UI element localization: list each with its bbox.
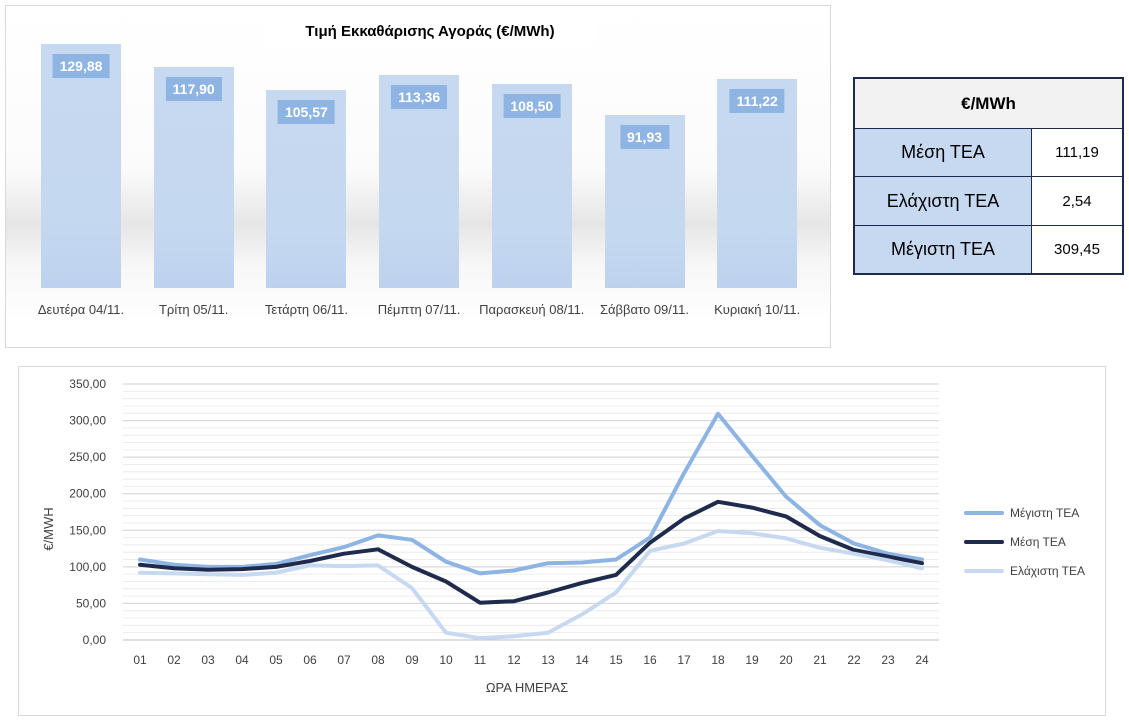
x-tick-label: 05 [269, 653, 283, 667]
x-tick-label: 03 [201, 653, 215, 667]
legend-label-3: Ελάχιστη ΤΕΑ [1010, 564, 1085, 578]
y-tick-label: 350,00 [69, 377, 106, 391]
series-line-mean [138, 499, 924, 605]
stats-label-max: Μέγιστη ΤΕΑ [853, 224, 1032, 275]
bar-7 [717, 79, 798, 288]
x-tick-label: 06 [303, 653, 317, 667]
series-line-min [138, 529, 924, 641]
x-tick-label: 10 [439, 653, 453, 667]
bar-category-label-2: Τρίτη 05/11. [158, 302, 229, 317]
x-tick-label: 19 [745, 653, 759, 667]
grid-lines [123, 383, 939, 641]
stats-table-header: €/MWh [853, 77, 1124, 130]
y-tick-label: 200,00 [69, 487, 106, 501]
bar-category-label-5: Παρασκευή 08/11. [479, 302, 585, 317]
series-line-max [138, 411, 924, 576]
x-tick-label: 15 [609, 653, 623, 667]
bar-category-label-6: Σάββατο 09/11. [600, 302, 689, 317]
bar-category-label-3: Τετάρτη 06/11. [264, 302, 348, 317]
x-tick-label: 01 [133, 653, 147, 667]
stats-table-header-row: €/MWh [853, 77, 1124, 130]
bar-2 [153, 66, 234, 288]
stats-row-max: Μέγιστη ΤΕΑ 309,45 [853, 224, 1124, 275]
bar-chart-title: Τιμή Εκκαθάρισης Αγοράς (€/MWh) [264, 18, 596, 46]
x-tick-label: 20 [779, 653, 793, 667]
stats-row-mean: Μέση ΤΕΑ 111,19 [853, 128, 1124, 178]
x-tick-label: 14 [575, 653, 589, 667]
x-tick-label: 02 [167, 653, 181, 667]
bar-value-label-3: 105,57 [277, 99, 335, 124]
x-tick-label: 07 [337, 653, 351, 667]
bar-value-label-1: 129,88 [52, 54, 110, 78]
x-tick-label: 16 [643, 653, 657, 667]
bar-value-label-5: 108,50 [503, 94, 561, 119]
x-tick-label: 13 [541, 653, 555, 667]
stats-label-min: Ελάχιστη ΤΕΑ [853, 176, 1032, 226]
bar-category-label-4: Πέμπτη 07/11. [377, 302, 461, 317]
axes: 0,00 50,00 100,00 150,00 200,00 250,00 300,00 3… [69, 377, 939, 667]
x-tick-label: 18 [711, 653, 725, 667]
stats-value-min: 2,54 [1031, 176, 1124, 226]
x-tick-label: 23 [881, 653, 895, 667]
x-tick-label: 08 [371, 653, 385, 667]
stats-value-mean: 111,19 [1031, 128, 1124, 178]
series-lines [138, 411, 924, 641]
stats-value-max: 309,45 [1031, 224, 1124, 275]
stats-label-mean: Μέση ΤΕΑ [853, 128, 1032, 178]
x-tick-label: 11 [474, 653, 487, 667]
y-tick-label: 100,00 [69, 560, 106, 574]
bar-category-label-7: Κυριακή 10/11. [714, 302, 801, 317]
y-tick-label: 150,00 [69, 523, 106, 537]
stats-table: €/MWh Μέση ΤΕΑ 111,19 Ελάχιστη ΤΕΑ 2,54 … [853, 77, 1124, 275]
y-tick-label: 50,00 [76, 596, 106, 610]
x-tick-label: 21 [813, 653, 827, 667]
bar-category-label-1: Δευτέρα 04/11. [37, 302, 125, 317]
y-tick-label: 250,00 [69, 450, 106, 464]
x-tick-label: 17 [677, 653, 691, 667]
line-chart-svg: 0,00 50,00 100,00 150,00 200,00 250,00 300,00 3… [41, 377, 1085, 695]
legend-label-1: Μέγιστη ΤΕΑ [1010, 506, 1079, 520]
legend-label-2: Μέση ΤΕΑ [1010, 535, 1066, 549]
legend: Μέγιστη ΤΕΑ Μέση ΤΕΑ Ελάχιστη ΤΕΑ [964, 506, 1085, 578]
y-axis-title: €/MWH [41, 507, 56, 550]
bar-value-label-6: 91,93 [619, 125, 670, 150]
bar-chart-panel: Τιμή Εκκαθάρισης Αγοράς (€/MWh) 129,88 Δε… [5, 5, 831, 348]
line-chart-panel: 0,00 50,00 100,00 150,00 200,00 250,00 300,00 3… [18, 366, 1106, 716]
x-axis-title: ΩΡΑ ΗΜΕΡΑΣ [486, 680, 568, 695]
bar-value-label-4: 113,36 [391, 85, 448, 110]
x-tick-label: 09 [405, 653, 419, 667]
stats-row-min: Ελάχιστη ΤΕΑ 2,54 [853, 176, 1124, 226]
x-tick-label: 04 [235, 653, 249, 667]
x-tick-label: 24 [915, 653, 929, 667]
x-tick-label: 22 [847, 653, 861, 667]
bar-4 [379, 75, 460, 288]
y-tick-label: 300,00 [69, 414, 106, 428]
bar-value-label-2: 117,90 [165, 76, 222, 101]
y-tick-label: 0,00 [83, 633, 107, 647]
bar-value-label-7: 111,22 [729, 89, 785, 114]
bar-1 [41, 44, 121, 288]
x-tick-label: 12 [507, 653, 521, 667]
